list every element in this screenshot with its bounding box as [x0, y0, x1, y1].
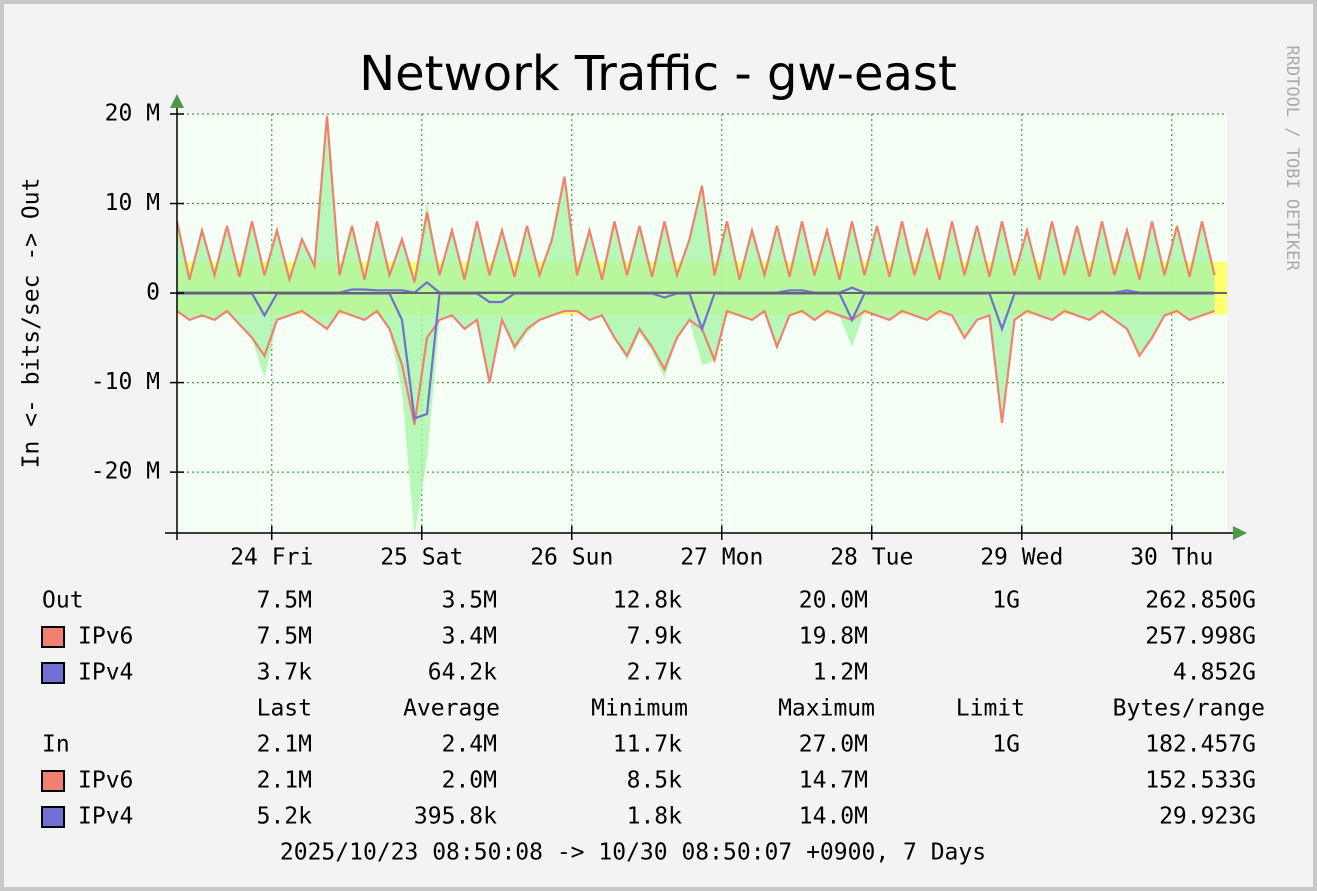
legend-label: Out — [42, 588, 84, 614]
legend-value: 2.1M — [257, 732, 312, 758]
column-header: Average — [403, 696, 500, 722]
legend-swatch — [41, 662, 65, 684]
x-tick-label: 26 Sun — [530, 545, 613, 571]
legend-value: 3.4M — [442, 624, 497, 650]
legend-value: 29.923G — [1159, 804, 1256, 830]
legend-value: 12.8k — [613, 588, 682, 614]
legend-swatch — [41, 770, 65, 792]
column-header: Last — [257, 696, 312, 722]
legend-label: In — [42, 732, 70, 758]
legend-label: IPv6 — [78, 768, 133, 794]
y-axis-arrow — [170, 94, 184, 108]
watermark: RRDTOOL / TOBI OETIKER — [1282, 45, 1302, 271]
legend-value: 257.998G — [1145, 624, 1256, 650]
x-axis-arrow — [1233, 526, 1247, 540]
marks-layer — [175, 114, 1227, 535]
x-tick-label: 24 Fri — [230, 545, 313, 571]
legend-value: 2.1M — [257, 768, 312, 794]
legend-value: 1G — [992, 732, 1020, 758]
y-tick-label: -10 M — [91, 369, 160, 395]
y-tick-label: -20 M — [91, 459, 160, 485]
x-tick-label: 30 Thu — [1130, 545, 1213, 571]
legend-value: 1.8k — [627, 804, 683, 830]
legend-value: 2.7k — [627, 660, 683, 686]
legend-value: 3.7k — [257, 660, 313, 686]
legend-value: 262.850G — [1145, 588, 1256, 614]
axes-layer: 20 M 10 M 0 -10 M -20 M 24 Fri 25 Sat 26 Sun 27 … — [91, 94, 1247, 571]
legend-value: 2.4M — [442, 732, 497, 758]
legend-value: 7.9k — [627, 624, 683, 650]
legend-value: 5.2k — [257, 804, 313, 830]
chart-title: Network Traffic - gw-east — [359, 46, 957, 102]
column-header: Maximum — [778, 696, 875, 722]
legend-value: 2.0M — [442, 768, 497, 794]
x-tick-label: 27 Mon — [680, 545, 763, 571]
legend-value: 11.7k — [613, 732, 682, 758]
legend-label: IPv4 — [78, 660, 133, 686]
legend-value: 1G — [992, 588, 1020, 614]
legend-label: IPv6 — [78, 624, 133, 650]
legend-swatch — [41, 806, 65, 828]
legend-value: 7.5M — [257, 588, 312, 614]
y-axis-label: In <- bits/sec -> Out — [19, 178, 45, 469]
column-header: Bytes/range — [1113, 696, 1265, 722]
legend-value: 395.8k — [414, 804, 497, 830]
column-header: Minimum — [591, 696, 688, 722]
legend-value: 14.7M — [799, 768, 868, 794]
legend-value: 27.0M — [799, 732, 868, 758]
area — [177, 114, 1215, 294]
legend-value: 20.0M — [799, 588, 868, 614]
legend-value: 14.0M — [799, 804, 868, 830]
legend-value: 19.8M — [799, 624, 868, 650]
area — [177, 293, 1215, 535]
y-tick-label: 20 M — [105, 101, 160, 127]
legend-value: 4.852G — [1173, 660, 1256, 686]
legend-value: 7.5M — [257, 624, 312, 650]
y-tick-label: 0 — [146, 280, 160, 306]
legend-value: 8.5k — [627, 768, 683, 794]
column-header: Limit — [956, 696, 1025, 722]
legend-value: 64.2k — [428, 660, 497, 686]
legend-value: 152.533G — [1145, 768, 1256, 794]
x-tick-label: 28 Tue — [830, 545, 913, 571]
legend-value: 182.457G — [1145, 732, 1256, 758]
legend-value: 3.5M — [442, 588, 497, 614]
line — [176, 309, 1215, 425]
x-tick-label: 25 Sat — [380, 545, 463, 571]
y-tick-label: 10 M — [105, 190, 160, 216]
line — [175, 115, 1216, 284]
x-tick-label: 29 Wed — [980, 545, 1063, 571]
caption: 2025/10/23 08:50:08 -> 10/30 08:50:07 +0… — [280, 840, 986, 866]
legend-label: IPv4 — [78, 804, 133, 830]
legend-swatch — [41, 626, 65, 648]
legend-table: Last Average Minimum Maximum Limit Bytes/rang… — [41, 588, 1265, 830]
legend-value: 1.2M — [813, 660, 868, 686]
